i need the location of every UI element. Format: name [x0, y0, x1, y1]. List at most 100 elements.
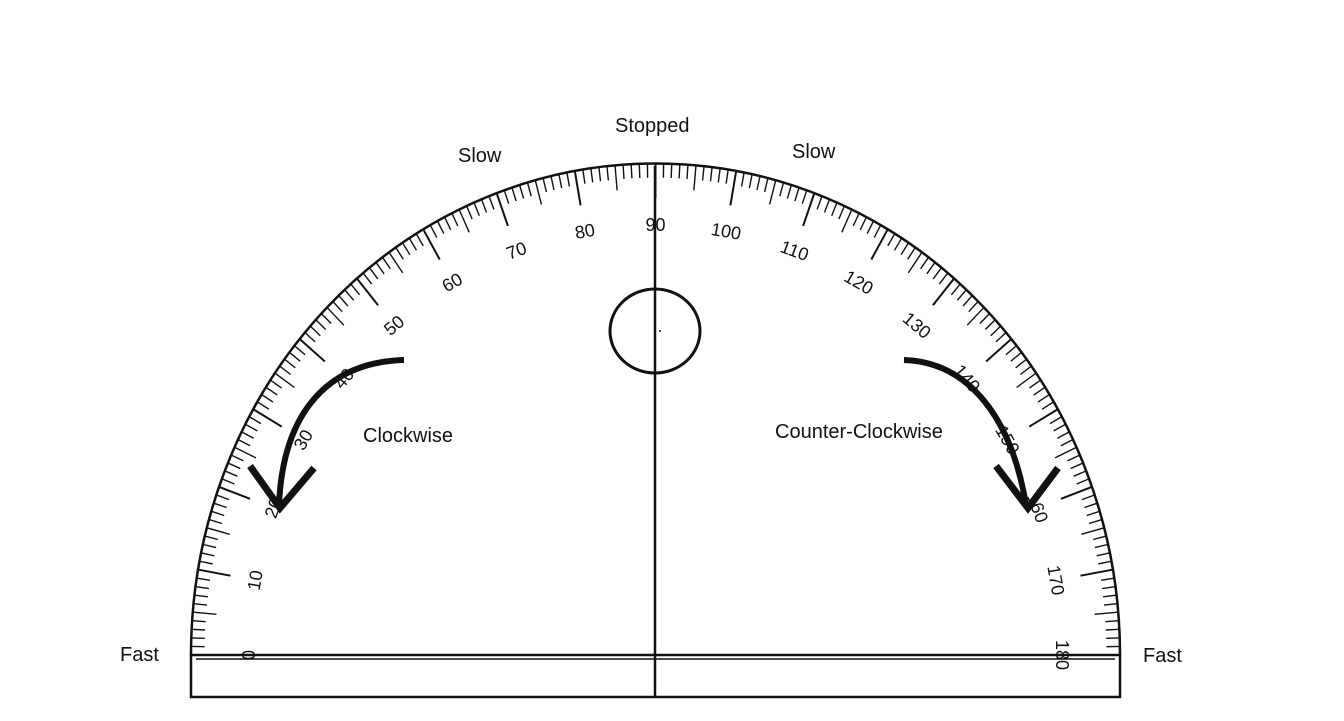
scale-tick — [519, 185, 525, 199]
scale-tick — [866, 221, 874, 234]
scale-tick — [740, 172, 745, 187]
scale-tick — [1101, 586, 1116, 590]
scale-tick — [222, 478, 235, 485]
scale-tick — [195, 586, 210, 590]
scale-tick — [266, 387, 278, 396]
scale-tick — [1053, 423, 1066, 432]
scale-tick — [294, 345, 306, 356]
scale-number: 0 — [239, 650, 259, 660]
scale-tick — [451, 213, 459, 227]
scale-tick — [801, 190, 808, 204]
scale-tick — [725, 169, 729, 184]
scale-tick — [932, 278, 955, 306]
slow-left-label: Slow — [458, 145, 502, 167]
scale-tick — [693, 165, 697, 191]
scale-tick — [238, 439, 251, 447]
scale-tick — [429, 225, 438, 238]
scale-tick — [841, 209, 853, 233]
scale-tick — [234, 446, 257, 459]
scale-tick — [779, 182, 785, 197]
scale-number: 170 — [1043, 564, 1068, 597]
scale-tick — [558, 174, 563, 189]
scale-tick — [816, 196, 823, 210]
scale-tick — [985, 338, 1012, 363]
scale-tick — [729, 171, 738, 206]
scale-tick — [920, 257, 929, 270]
scale-tick — [299, 338, 326, 363]
scale-tick — [542, 178, 548, 193]
scale-tick — [638, 164, 641, 179]
scale-tick — [717, 168, 721, 183]
scale-tick — [473, 202, 480, 216]
scale-tick — [859, 217, 867, 231]
scale-tick — [938, 272, 949, 285]
scale-tick — [966, 307, 985, 326]
scale-number: 50 — [380, 311, 408, 339]
scale-tick — [193, 603, 208, 606]
scale-tick — [274, 372, 295, 389]
scale-tick — [1019, 365, 1032, 376]
scale-tick — [887, 233, 896, 247]
scale-tick — [458, 209, 470, 233]
scale-tick — [870, 229, 889, 260]
scale-tick — [356, 278, 379, 306]
scale-tick — [1105, 620, 1119, 623]
scale-tick — [622, 165, 625, 179]
scale-tick — [831, 202, 838, 216]
scale-tick — [1060, 486, 1092, 500]
scale-tick — [794, 187, 800, 202]
scale-tick — [678, 164, 681, 179]
scale-tick — [253, 408, 283, 428]
scale-tick — [1010, 352, 1022, 362]
scale-number: 10 — [244, 569, 267, 592]
scale-tick — [768, 180, 777, 205]
scale-tick — [1067, 454, 1080, 462]
scale-tick — [990, 325, 1001, 337]
scale-number: 130 — [899, 308, 935, 343]
scale-tick — [550, 176, 555, 191]
scale-tick — [225, 470, 238, 477]
scale-tick — [362, 272, 373, 285]
scale-tick — [270, 379, 283, 389]
scale-tick — [1086, 510, 1100, 517]
scale-tick — [395, 247, 404, 260]
scale-ticks — [191, 164, 1120, 656]
scale-tick — [444, 217, 452, 231]
scale-tick — [873, 225, 882, 238]
scale-tick — [606, 166, 610, 181]
scale-tick — [284, 358, 296, 369]
scale-tick — [1100, 577, 1114, 581]
scale-tick — [823, 199, 830, 213]
scale-tick — [968, 301, 979, 313]
scale-tick — [1015, 358, 1027, 369]
scale-tick — [503, 190, 510, 204]
scale-tick — [466, 206, 473, 220]
scale-tick — [382, 257, 391, 270]
scale-tick — [1081, 494, 1095, 501]
scale-tick — [979, 313, 990, 324]
scale-tick — [907, 247, 916, 260]
scale-tick — [369, 267, 379, 280]
scale-tick — [437, 221, 445, 234]
counter-clockwise-label: Counter-Clockwise — [775, 421, 943, 443]
scale-tick — [495, 193, 509, 227]
clockwise-arrow-icon — [247, 357, 405, 514]
scale-tick — [388, 252, 404, 274]
scale-tick — [582, 169, 586, 184]
center-dot — [659, 330, 661, 332]
scale-tick — [614, 165, 618, 191]
stopped-label: Stopped — [615, 115, 690, 137]
scale-tick — [481, 199, 488, 213]
scale-tick — [1049, 416, 1062, 425]
scale-tick — [415, 233, 424, 247]
scale-tick — [257, 401, 270, 410]
scale-tick — [984, 319, 996, 330]
scale-tick — [1057, 431, 1070, 439]
scale-tick — [907, 252, 923, 274]
scale-tick — [289, 352, 301, 362]
scale-tick — [245, 423, 258, 432]
scale-tick — [1084, 502, 1098, 509]
scale-tick — [748, 174, 753, 189]
scale-tick — [1094, 611, 1118, 615]
